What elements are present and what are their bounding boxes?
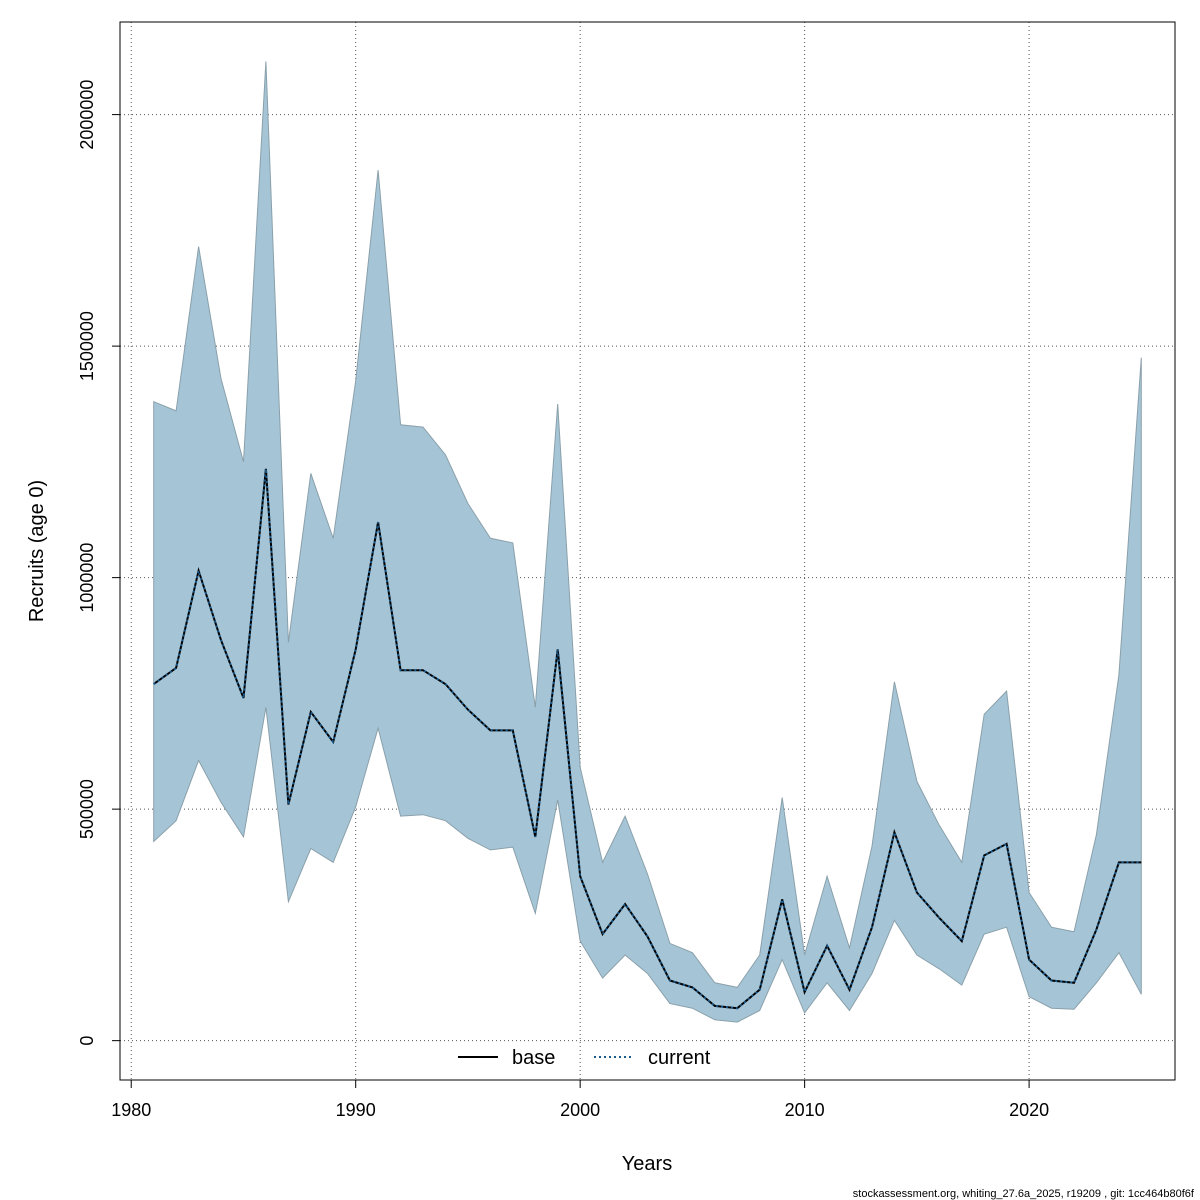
x-tick-label-2010: 2010 bbox=[785, 1100, 825, 1120]
y-axis-title: Recruits (age 0) bbox=[26, 480, 48, 622]
y-tick-label-500000: 500000 bbox=[77, 779, 97, 839]
y-tick-label-1000000: 1000000 bbox=[77, 543, 97, 613]
footnote: stockassessment.org, whiting_27.6a_2025,… bbox=[853, 1188, 1195, 1200]
y-tick-label-2000000: 2000000 bbox=[77, 80, 97, 150]
y-tick-label-0: 0 bbox=[77, 1036, 97, 1046]
x-tick-label-1980: 1980 bbox=[111, 1100, 151, 1120]
legend-current-label: current bbox=[648, 1047, 711, 1069]
x-tick-label-2000: 2000 bbox=[560, 1100, 600, 1120]
legend-base-label: base bbox=[512, 1047, 555, 1069]
series-layer bbox=[153, 468, 1142, 1010]
y-axis: 0 500000 1000000 1500000 2000000 bbox=[77, 80, 121, 1046]
x-tick-label-1990: 1990 bbox=[336, 1100, 376, 1120]
legend: base current bbox=[458, 1047, 711, 1069]
x-axis-title: Years bbox=[622, 1153, 672, 1175]
x-axis: 1980 1990 2000 2010 2020 bbox=[111, 1079, 1049, 1120]
confidence-band bbox=[153, 61, 1142, 1023]
series-line-current bbox=[153, 468, 1142, 1010]
x-tick-label-2020: 2020 bbox=[1009, 1100, 1049, 1120]
y-tick-label-1500000: 1500000 bbox=[77, 311, 97, 381]
